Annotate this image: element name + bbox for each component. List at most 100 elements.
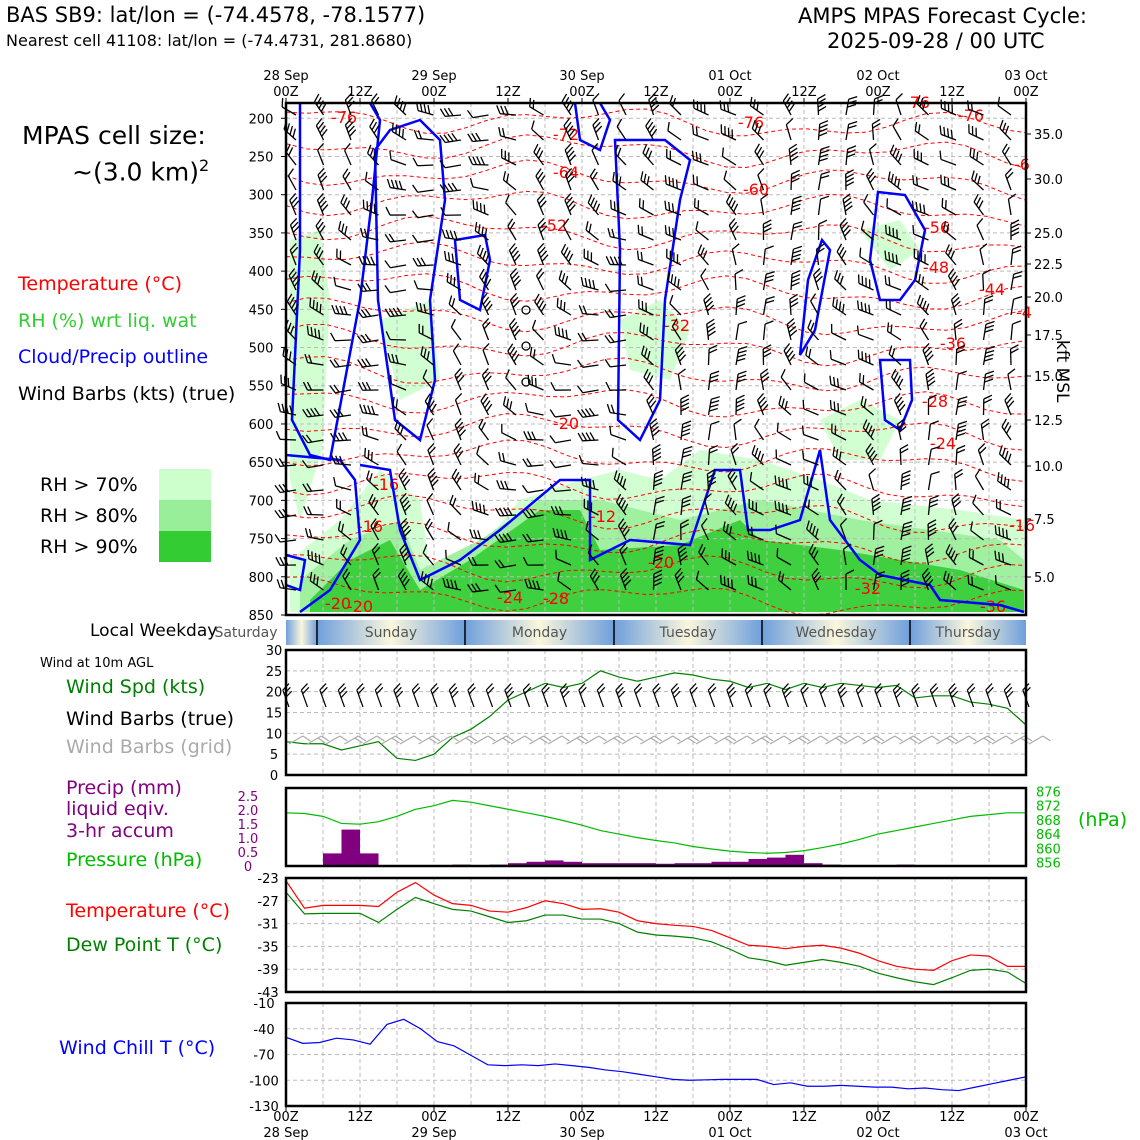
barb-feather (897, 418, 905, 425)
barb-feather (411, 683, 419, 691)
barb-feather (357, 359, 364, 368)
barb-feather (426, 396, 433, 406)
bottom-time-label: 12Z (495, 1110, 521, 1125)
barb-staff (945, 252, 957, 266)
barb-feather (590, 197, 595, 207)
barb-feather (340, 690, 348, 699)
barb-staff (997, 480, 1012, 491)
barb-feather (874, 94, 884, 100)
barb-feather (292, 275, 299, 284)
rh70-label: RH > 70% (40, 474, 138, 496)
barb-staff (689, 689, 697, 708)
weekday-cell (465, 620, 614, 645)
wind-barb (303, 506, 324, 516)
barb-feather (333, 358, 340, 368)
barb-staff (563, 125, 572, 141)
barb-feather (384, 308, 391, 317)
barb-feather (652, 455, 662, 462)
wind-barb (302, 483, 324, 493)
grid-wind-barb (566, 735, 589, 745)
barb-staff (399, 499, 407, 516)
barb-feather (447, 183, 454, 192)
barb-feather (832, 296, 835, 307)
barb-feather (847, 145, 857, 150)
barb-feather (738, 320, 748, 325)
barb-feather (902, 545, 912, 550)
barb-feather (1005, 735, 1014, 742)
barb-feather (320, 175, 328, 183)
barb-feather (395, 399, 399, 409)
barb-feather (289, 405, 293, 415)
barb-staff (731, 249, 737, 266)
barb-feather (994, 550, 997, 560)
barb-feather (651, 128, 658, 137)
barb-staff (728, 225, 737, 241)
barb-feather (641, 226, 644, 236)
barb-staff (564, 174, 572, 191)
barb-staff (362, 314, 379, 319)
barb-feather (720, 124, 723, 134)
temperature-contour-label: -76 (738, 113, 764, 132)
wind-speed-label: Wind Spd (kts) (66, 676, 206, 698)
wind-barb (834, 469, 847, 491)
legend-temperature: Temperature (°C) (18, 273, 182, 295)
barb-feather (789, 147, 798, 154)
wind-barb (396, 443, 407, 466)
barb-feather (690, 686, 698, 695)
barb-staff (804, 381, 819, 391)
surface-wind-barb (855, 683, 865, 708)
wind-barb (776, 422, 792, 441)
barb-feather (723, 170, 728, 180)
barb-feather (872, 737, 881, 744)
barb-feather (504, 105, 509, 115)
wind-barb (707, 344, 718, 366)
wind-barb (872, 545, 885, 566)
barb-feather (954, 468, 963, 475)
barb-staff (955, 374, 959, 391)
barb-feather (901, 478, 911, 483)
barb-feather (800, 683, 808, 691)
wind-barb (695, 570, 709, 591)
wind-barb (315, 218, 326, 241)
barb-feather (750, 526, 753, 536)
barb-feather (982, 269, 991, 275)
wind-barb (362, 199, 379, 216)
barb-staff (871, 499, 875, 516)
wind-barb (762, 219, 772, 241)
barb-feather (531, 120, 535, 130)
barb-staff (858, 333, 874, 341)
weekday-label: Wednesday (795, 625, 876, 641)
barb-feather (281, 98, 284, 108)
barb-feather (984, 299, 994, 304)
barb-feather (871, 497, 881, 504)
wind-barb (651, 444, 662, 466)
barb-feather (423, 573, 427, 583)
barb-staff (924, 549, 930, 566)
barb-feather (999, 500, 1001, 510)
barb-staff (482, 324, 490, 341)
barb-staff (896, 424, 902, 441)
barb-feather (581, 432, 588, 441)
barb-feather (839, 735, 848, 742)
cloud-outline (285, 453, 362, 614)
barb-feather (707, 326, 716, 333)
barb-staff (436, 735, 452, 745)
barb-feather (765, 295, 775, 300)
barb-feather (829, 375, 832, 385)
wind-barb (523, 431, 544, 441)
barb-feather (450, 274, 452, 284)
barb-feather (346, 121, 354, 130)
wind-barb (973, 193, 985, 216)
wind-barb (364, 171, 379, 191)
barb-feather (798, 737, 807, 744)
barb-staff (665, 183, 682, 191)
barb-feather (865, 352, 867, 362)
wind-barb (951, 493, 962, 516)
barb-feather (320, 103, 327, 113)
barb-feather (1004, 450, 1009, 460)
barb-feather (803, 474, 805, 484)
barb-feather (291, 221, 299, 230)
barb-staff (868, 149, 875, 166)
barb-feather (951, 690, 959, 699)
barb-feather (897, 422, 906, 429)
